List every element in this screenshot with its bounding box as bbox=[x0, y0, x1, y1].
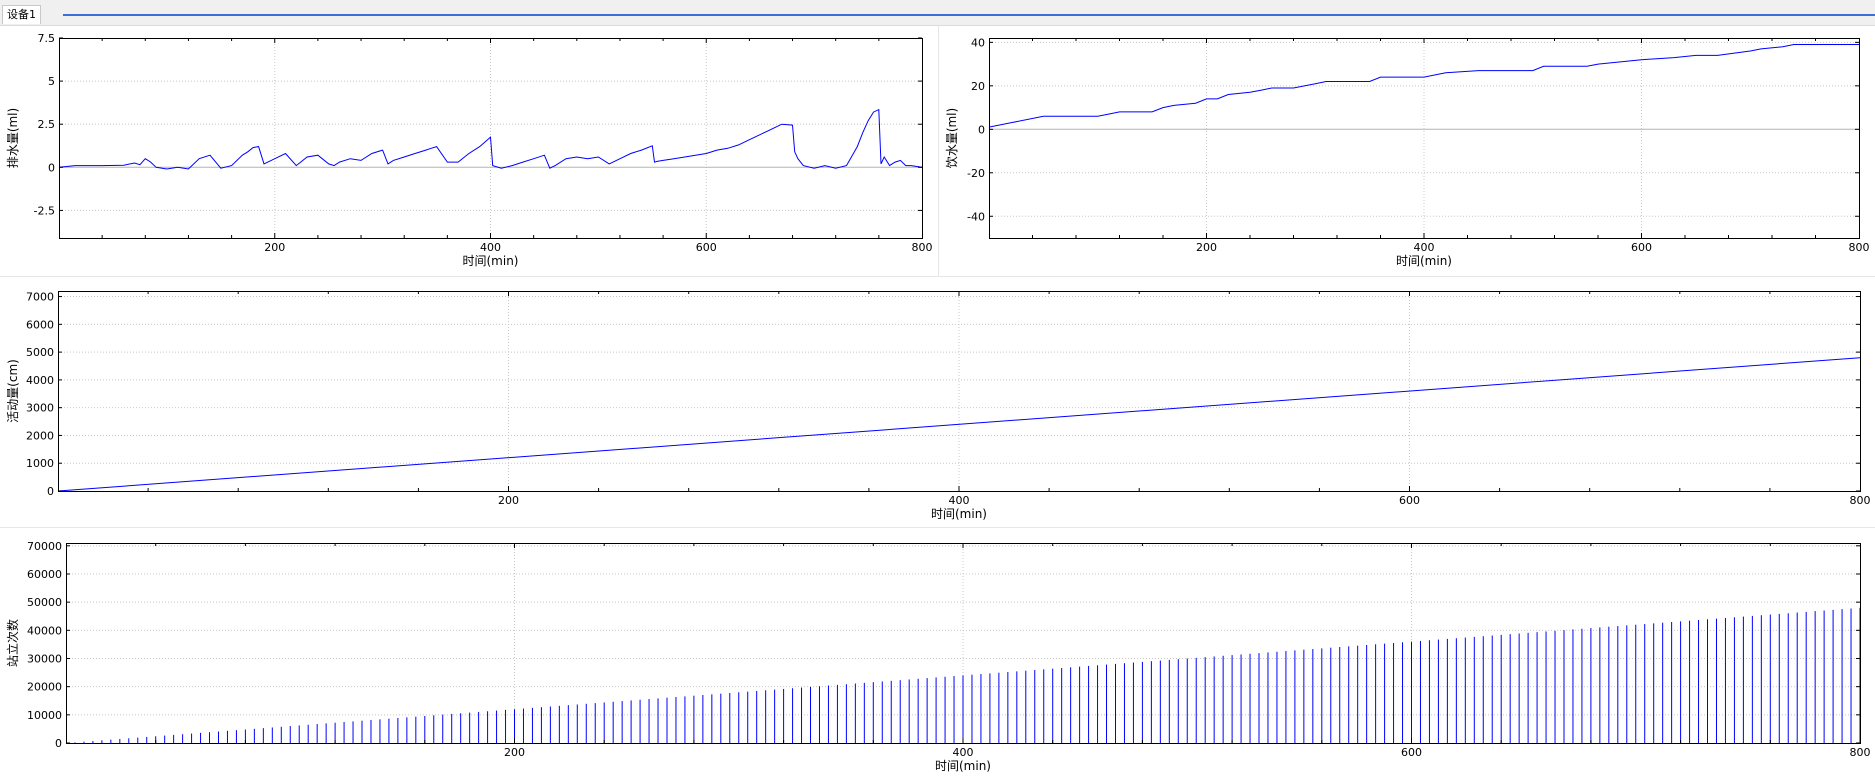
divider-1 bbox=[0, 276, 1875, 277]
y-tick-label: 10000 bbox=[27, 709, 62, 722]
y-tick-label: 5 bbox=[48, 75, 55, 88]
standing-count-chart-panel: 200 400 600 800 70000 60000 50000 40000 30000 200… bbox=[0, 528, 1875, 779]
y-axis-label: 站立次数 bbox=[5, 619, 20, 667]
y-tick-label: 0 bbox=[978, 123, 985, 136]
y-axis-label: 活动量(cm) bbox=[6, 359, 20, 423]
y-tick-label: 70000 bbox=[27, 540, 62, 553]
y-tick-label: 20 bbox=[971, 80, 985, 93]
y-tick-label: 6000 bbox=[26, 318, 54, 331]
drainage-chart-panel: 200 400 600 800 7.5 5 2.5 0 -2.5 时间(min) 排水量(ml) bbox=[0, 26, 938, 276]
y-tick-label: 1000 bbox=[26, 457, 54, 470]
x-tick-label: 600 bbox=[696, 241, 717, 254]
y-tick-label: 2000 bbox=[26, 429, 54, 442]
x-tick-label: 200 bbox=[498, 494, 519, 507]
y-axis-label: 饮水量(ml) bbox=[945, 108, 959, 168]
y-tick-label: 0 bbox=[48, 161, 55, 174]
drainage-chart: 200 400 600 800 7.5 5 2.5 0 -2.5 时间(min) 排水量(ml) bbox=[6, 32, 933, 268]
x-tick-label: 200 bbox=[504, 746, 525, 759]
y-tick-label: 7000 bbox=[26, 291, 54, 304]
divider-2 bbox=[0, 527, 1875, 528]
x-tick-label: 400 bbox=[953, 746, 974, 759]
x-tick-label: 800 bbox=[1850, 746, 1871, 759]
water-intake-chart-panel: 200 400 600 800 40 20 0 -20 -40 时间(min) 饮水量(ml) bbox=[939, 26, 1875, 276]
y-tick-label: -20 bbox=[967, 167, 985, 180]
y-tick-label: 4000 bbox=[26, 374, 54, 387]
tab-bar: 设备1 bbox=[0, 0, 1875, 26]
x-tick-label: 200 bbox=[264, 241, 285, 254]
x-axis-label: 时间(min) bbox=[935, 759, 991, 773]
y-tick-label: 50000 bbox=[27, 596, 62, 609]
series-line bbox=[988, 44, 1859, 128]
x-tick-label: 600 bbox=[1399, 494, 1420, 507]
x-tick-label: 400 bbox=[949, 494, 970, 507]
x-tick-label: 800 bbox=[1849, 241, 1870, 254]
x-tick-label: 400 bbox=[480, 241, 501, 254]
y-tick-label: 2.5 bbox=[38, 118, 56, 131]
y-tick-label: 40 bbox=[971, 36, 985, 49]
divider-vertical bbox=[938, 26, 939, 276]
bar-series bbox=[74, 607, 1861, 743]
activity-chart-panel: 200 400 600 800 7000 6000 5000 4000 3000 2000 1000… bbox=[0, 277, 1875, 527]
x-tick-label: 600 bbox=[1401, 746, 1422, 759]
x-tick-label: 400 bbox=[1414, 241, 1435, 254]
series-line bbox=[57, 357, 1861, 492]
x-tick-label: 800 bbox=[1850, 494, 1871, 507]
x-axis-label: 时间(min) bbox=[463, 254, 519, 268]
y-tick-label: -2.5 bbox=[34, 204, 55, 217]
x-axis-label: 时间(min) bbox=[1396, 254, 1452, 268]
tab-device-1[interactable]: 设备1 bbox=[2, 5, 41, 24]
x-tick-label: 200 bbox=[1196, 241, 1217, 254]
standing-count-chart: 200 400 600 800 70000 60000 50000 40000 30000 200… bbox=[5, 540, 1871, 773]
y-tick-label: 3000 bbox=[26, 402, 54, 415]
y-tick-label: 0 bbox=[55, 737, 62, 750]
y-tick-label: 60000 bbox=[27, 568, 62, 581]
x-axis-label: 时间(min) bbox=[931, 507, 987, 521]
y-tick-label: 0 bbox=[47, 485, 54, 498]
y-tick-label: 30000 bbox=[27, 652, 62, 665]
y-tick-label: 40000 bbox=[27, 624, 62, 637]
y-axis-label: 排水量(ml) bbox=[6, 108, 20, 168]
x-tick-label: 600 bbox=[1631, 241, 1652, 254]
tab-indicator bbox=[63, 14, 1875, 16]
y-tick-label: 20000 bbox=[27, 681, 62, 694]
series-line bbox=[58, 108, 923, 170]
activity-chart: 200 400 600 800 7000 6000 5000 4000 3000 2000 1000… bbox=[6, 291, 1871, 521]
y-tick-label: 5000 bbox=[26, 346, 54, 359]
y-tick-label: -40 bbox=[967, 210, 985, 223]
x-tick-label: 800 bbox=[912, 241, 933, 254]
y-tick-label: 7.5 bbox=[38, 32, 56, 45]
